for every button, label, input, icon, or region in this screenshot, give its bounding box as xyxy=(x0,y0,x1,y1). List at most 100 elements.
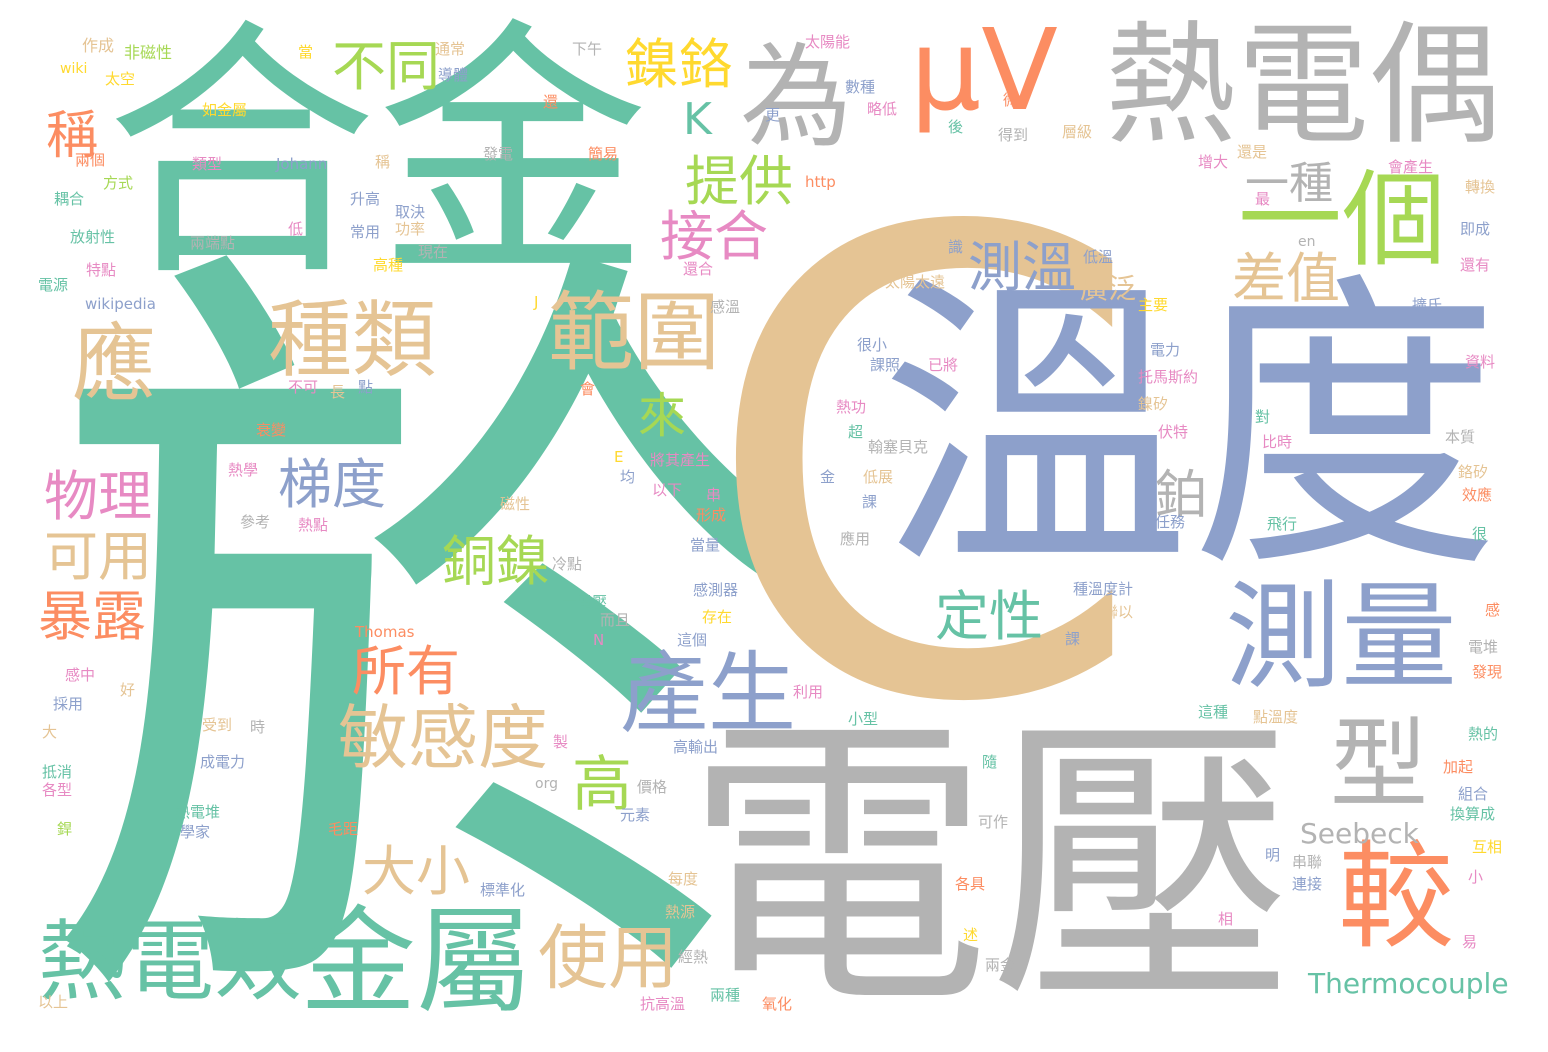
cloud-word: org xyxy=(535,776,558,792)
cloud-word: 耦合 xyxy=(54,190,85,208)
cloud-word: 類型 xyxy=(192,155,223,173)
cloud-word: 伏特 xyxy=(1158,423,1189,441)
cloud-word: 作成 xyxy=(82,36,115,55)
cloud-word: 聯以 xyxy=(1103,603,1134,621)
cloud-word: 時 xyxy=(250,718,266,736)
cloud-word: 各型 xyxy=(42,781,73,799)
cloud-word: 受到 xyxy=(202,716,233,734)
cloud-word: 採用 xyxy=(53,695,84,713)
cloud-word: 而且 xyxy=(600,611,631,629)
cloud-word: 特點 xyxy=(86,261,117,279)
cloud-word: http xyxy=(805,173,836,191)
cloud-word: 廣泛 xyxy=(1080,272,1137,305)
cloud-word: 課 xyxy=(1065,630,1081,648)
cloud-word: Thermocouple xyxy=(1308,967,1509,1000)
cloud-word: 一個 xyxy=(1238,159,1447,281)
cloud-word: 使用 xyxy=(538,917,678,999)
cloud-word: 高輸出 xyxy=(673,738,719,756)
cloud-word: C xyxy=(700,97,1147,842)
cloud-word: 應 xyxy=(72,315,157,413)
cloud-word: 數種 xyxy=(845,78,876,96)
cloud-word: 微 xyxy=(1003,91,1019,109)
cloud-word: 低 xyxy=(288,220,304,238)
cloud-word: 金屬 xyxy=(300,895,532,1030)
cloud-word: 差值 xyxy=(1232,247,1340,310)
cloud-word: 測量 xyxy=(1225,570,1457,705)
cloud-word: 放射性 xyxy=(70,228,116,246)
cloud-word: 組合 xyxy=(1458,785,1489,803)
cloud-word: 現在 xyxy=(418,243,449,261)
cloud-word: 換算成 xyxy=(1450,805,1496,823)
cloud-word: 存在 xyxy=(702,608,733,626)
cloud-word: 來 xyxy=(638,388,687,444)
cloud-word: 增大 xyxy=(1198,153,1229,171)
cloud-word: 敏感度 xyxy=(338,697,548,779)
cloud-word: 學家 xyxy=(180,823,211,841)
cloud-word: 述 xyxy=(963,926,979,944)
cloud-word: 氧化 xyxy=(762,995,793,1013)
cloud-word: 隨 xyxy=(982,753,998,771)
cloud-word: 毛距 xyxy=(328,820,359,838)
cloud-word: 串 xyxy=(706,486,722,504)
cloud-word: 加起 xyxy=(1443,758,1474,776)
cloud-word: 會 xyxy=(580,380,596,398)
cloud-word: 已將 xyxy=(928,356,959,374)
cloud-word: 層級 xyxy=(1062,123,1093,141)
cloud-word: 方式 xyxy=(103,174,134,192)
cloud-word: 連接 xyxy=(1292,875,1323,893)
cloud-word: 感測器 xyxy=(693,581,739,599)
cloud-word: 略低 xyxy=(867,100,898,118)
cloud-word: 定性 xyxy=(935,585,1043,648)
cloud-word: 提供 xyxy=(685,150,793,213)
cloud-word: 經熱 xyxy=(678,948,709,966)
cloud-word: 不同 xyxy=(332,35,440,98)
cloud-word: 電力 xyxy=(1150,341,1181,359)
cloud-word: 簡易 xyxy=(588,145,619,163)
cloud-word: 還合 xyxy=(683,260,714,278)
cloud-word: 點 xyxy=(358,378,374,396)
cloud-word: 於 xyxy=(40,190,830,1052)
cloud-word: 小型 xyxy=(848,710,879,728)
cloud-word: 感溫 xyxy=(710,298,741,316)
cloud-word: 還是 xyxy=(1237,143,1268,161)
cloud-word: 比時 xyxy=(1262,433,1293,451)
cloud-word: 鎳鉻 xyxy=(625,33,733,96)
cloud-word: 大小 xyxy=(362,840,470,903)
cloud-word: 很 xyxy=(1472,525,1488,543)
cloud-word: 會產生 xyxy=(1388,158,1434,176)
cloud-word: 鉻矽 xyxy=(1458,463,1489,481)
cloud-word: 電源 xyxy=(38,276,69,294)
cloud-word: 均 xyxy=(620,468,636,486)
cloud-word: 課照 xyxy=(870,356,901,374)
cloud-word: 衰變 xyxy=(256,421,287,439)
cloud-word: 型 xyxy=(1330,708,1429,822)
cloud-word: 範圍 xyxy=(548,283,720,383)
cloud-word: 不可 xyxy=(288,378,319,396)
cloud-word: 當量 xyxy=(690,536,721,554)
cloud-word: 兩個 xyxy=(75,151,106,169)
cloud-word: 功率 xyxy=(395,220,426,238)
cloud-word: 好 xyxy=(120,681,136,699)
cloud-word: 所有 xyxy=(352,640,460,703)
cloud-word: 銲 xyxy=(57,820,73,838)
cloud-word: 熱電偶 xyxy=(1105,9,1501,163)
cloud-word: 每度 xyxy=(668,870,699,888)
cloud-word: 太空 xyxy=(105,70,136,88)
cloud-word: en xyxy=(1298,234,1316,250)
cloud-word: 通常 xyxy=(435,40,466,58)
cloud-word: 易 xyxy=(1462,933,1478,951)
cloud-word: 抗高溫 xyxy=(640,995,686,1013)
cloud-word: 熱電堆 xyxy=(175,803,221,821)
cloud-word: 可作 xyxy=(978,813,1009,831)
cloud-word: 稱 xyxy=(46,106,99,166)
cloud-word: 任務 xyxy=(1155,513,1186,531)
cloud-word: J xyxy=(534,293,539,311)
cloud-word: 長 xyxy=(330,383,346,401)
cloud-word: 冷點 xyxy=(552,555,583,573)
cloud-word: 串聯 xyxy=(1292,853,1323,871)
cloud-word: 點溫度 xyxy=(1253,708,1299,726)
cloud-word: 將其產生 xyxy=(650,451,711,469)
cloud-word: 超 xyxy=(848,423,864,441)
cloud-word: 兩種 xyxy=(710,986,741,1004)
cloud-word: 熱學 xyxy=(228,461,259,479)
